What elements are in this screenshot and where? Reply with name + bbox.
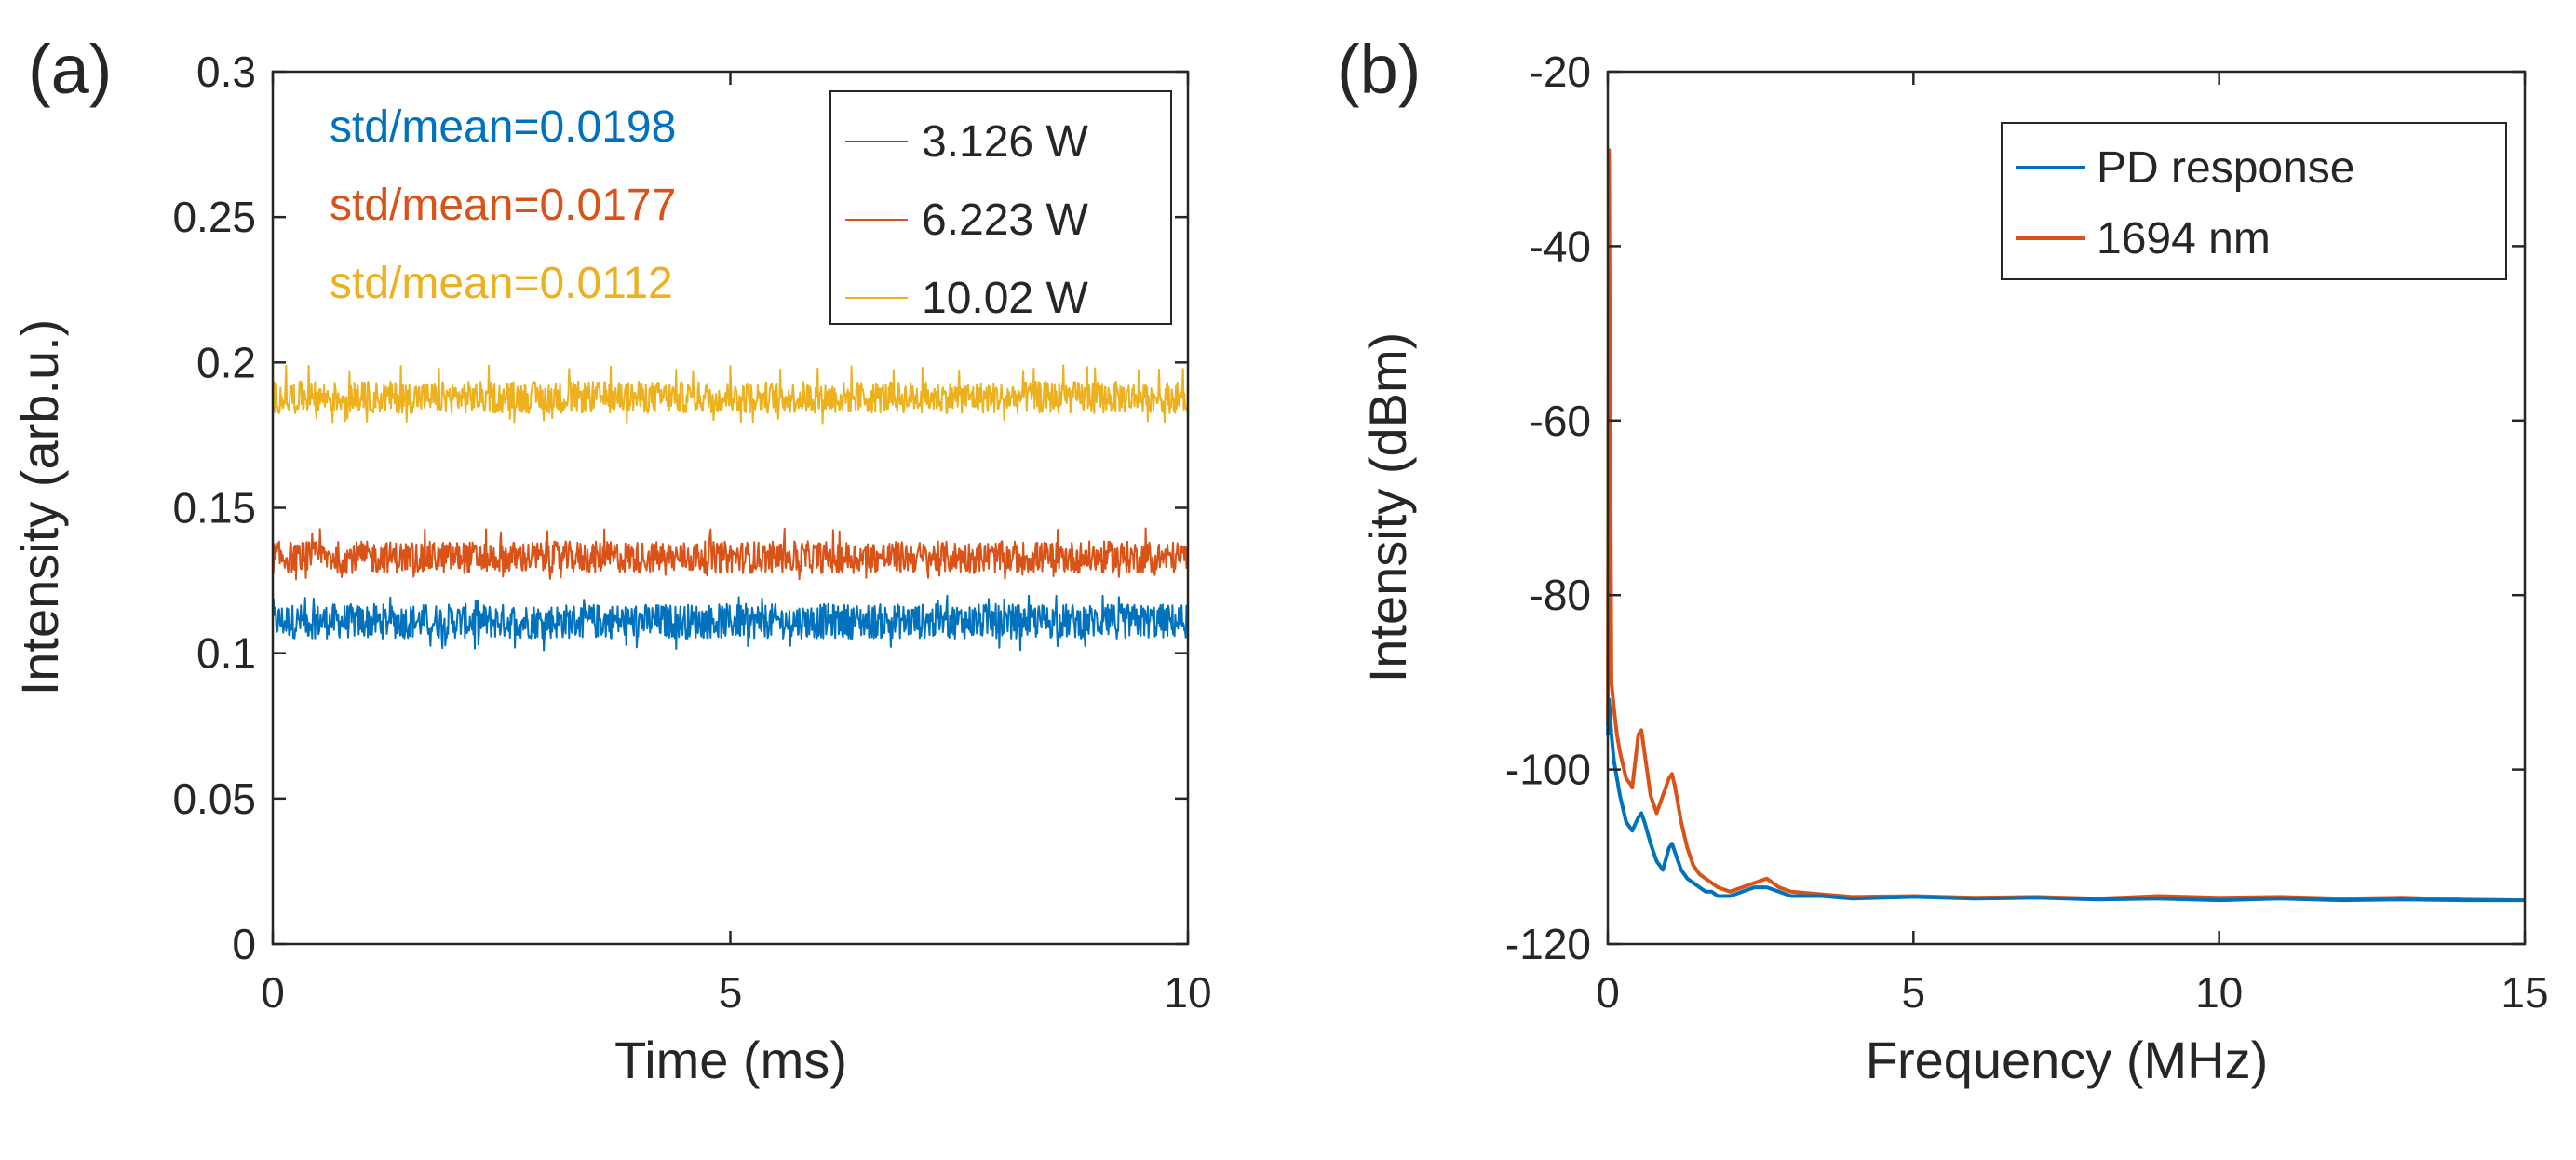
panel-b-y-tick-label: -100 <box>1505 746 1591 794</box>
panel-a-x-tick-label: 10 <box>1164 968 1211 1017</box>
panel-b-axes-box <box>1606 70 2527 946</box>
panel-a-y-tick-label: 0.25 <box>172 193 256 241</box>
panel-a-y-tick-label: 0.1 <box>196 629 256 678</box>
panel-a-legend-label-6223w: 6.223 W <box>922 196 1088 245</box>
panel-a-ticks: 0 5 10 0 0.05 0.1 0.15 0.2 0.25 0.3 <box>172 47 1211 1017</box>
panel-b-legend: PD response 1694 nm <box>2001 122 2507 280</box>
panel-a-legend: 3.126 W 6.223 W 10.02 W <box>829 90 1172 325</box>
panel-a-series-1 <box>272 527 1189 581</box>
panel-a-y-axis-label: Intensity (arb.u.) <box>10 319 69 696</box>
panel-a-annotation-orange: std/mean=0.0177 <box>330 181 676 230</box>
panel-b-x-tick-label: 10 <box>2195 968 2243 1017</box>
panel-b-y-tick-label: -60 <box>1530 397 1591 445</box>
panel-a-annotations: std/mean=0.0198 std/mean=0.0177 std/mean… <box>330 102 676 308</box>
panel-a-y-tick-label: 0.3 <box>196 47 256 96</box>
panel-a-legend-box <box>829 90 1172 325</box>
panel-a-x-tick-label: 0 <box>261 968 285 1017</box>
panel-a-y-tick-label: 0.05 <box>172 775 256 823</box>
panel-b: (b) 0 5 10 15 -120 -100 -80 -60 -40 -20 Frequency… <box>1337 31 2549 1089</box>
panel-a-series-2 <box>272 364 1189 425</box>
panel-b-legend-label-pd-response: PD response <box>2097 143 2354 193</box>
panel-b-x-axis-label: Frequency (MHz) <box>1866 1031 2269 1089</box>
panel-a-series-0 <box>272 594 1189 652</box>
panel-b-x-tick-label: 0 <box>1596 968 1620 1017</box>
panel-b-x-tick-label: 15 <box>2501 968 2548 1017</box>
panel-b-series-0 <box>1606 697 2525 903</box>
panel-b-ticks: 0 5 10 15 -120 -100 -80 -60 -40 -20 <box>1505 47 2549 1017</box>
panel-a-y-tick-label: 0.2 <box>196 338 256 386</box>
panel-a-tag: (a) <box>28 31 112 108</box>
panel-b-y-tick-label: -120 <box>1505 920 1591 968</box>
panel-a-annotation-blue: std/mean=0.0198 <box>330 102 676 152</box>
panel-b-y-tick-label: -20 <box>1530 47 1591 96</box>
panel-b-legend-label-1694nm: 1694 nm <box>2097 214 2271 263</box>
panel-a-y-tick-label: 0 <box>232 920 256 968</box>
panel-a-plot-area <box>272 364 1189 652</box>
panel-b-legend-box <box>2001 122 2507 280</box>
panel-a-annotation-yellow: std/mean=0.0112 <box>330 259 673 308</box>
panel-b-y-axis-label: Intensity (dBm) <box>1358 332 1417 683</box>
panel-a-legend-label-1002w: 10.02 W <box>922 274 1088 323</box>
panel-a-x-axis-label: Time (ms) <box>614 1031 847 1089</box>
panel-b-x-tick-label: 5 <box>1902 968 1926 1017</box>
panel-a-x-tick-label: 5 <box>719 968 743 1017</box>
panel-b-plot-area <box>1606 148 2526 903</box>
panel-a-legend-label-3126w: 3.126 W <box>922 117 1088 167</box>
panel-b-y-tick-label: -80 <box>1530 571 1591 619</box>
panel-b-tag: (b) <box>1337 31 1421 108</box>
panel-b-y-tick-label: -40 <box>1530 222 1591 270</box>
panel-a-y-tick-label: 0.15 <box>172 484 256 533</box>
panel-a: (a) 0 5 10 0 0.05 0.1 0.15 0.2 0.25 0.3 Time (ms)… <box>10 31 1212 1089</box>
